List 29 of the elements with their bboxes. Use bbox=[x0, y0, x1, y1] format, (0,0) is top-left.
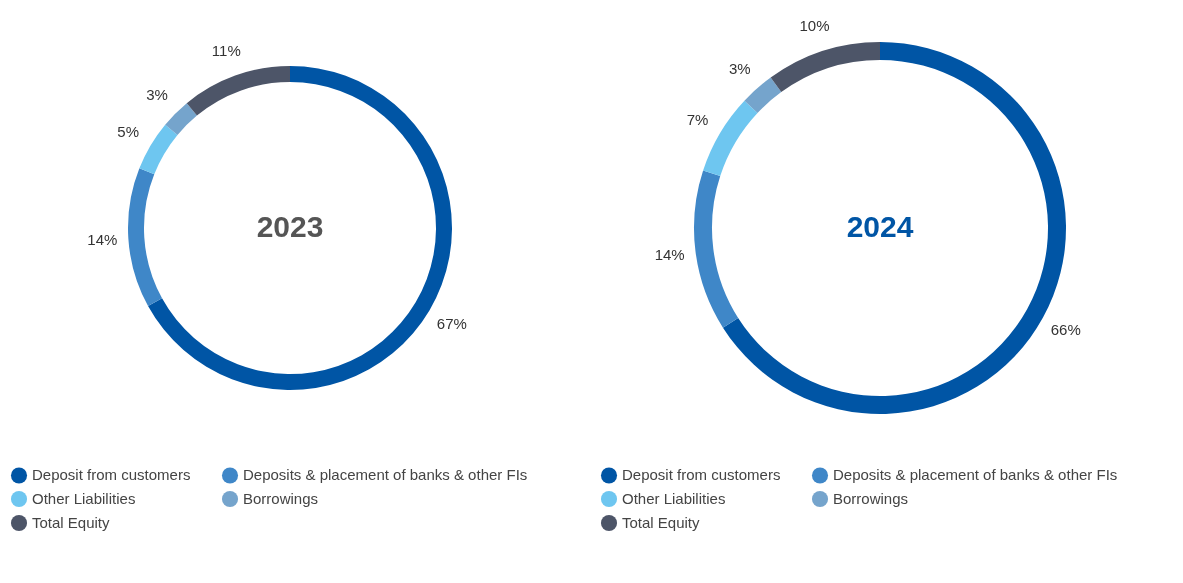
legend-label: Other Liabilities bbox=[622, 490, 726, 507]
legend-label: Deposits & placement of banks & other FIs bbox=[833, 466, 1118, 484]
data-label: 5% bbox=[117, 123, 140, 141]
data-label: 7% bbox=[686, 111, 709, 129]
donut-slice bbox=[186, 66, 290, 116]
data-label: 67% bbox=[436, 314, 467, 332]
legend-label: Deposit from customers bbox=[32, 466, 191, 484]
legend-label: Total Equity bbox=[32, 514, 111, 531]
data-label: 14% bbox=[654, 245, 685, 263]
donut-slice bbox=[139, 124, 178, 175]
text: 2023 bbox=[256, 210, 324, 243]
legend-label: Deposit from customers bbox=[622, 466, 781, 484]
donut-slice bbox=[128, 168, 163, 307]
data-label: 14% bbox=[87, 230, 118, 248]
donut-slice bbox=[770, 42, 880, 93]
donut-slice bbox=[744, 77, 782, 113]
data-label: 10% bbox=[799, 17, 830, 35]
text: 2024 bbox=[846, 210, 914, 243]
legend-label: Other Liabilities bbox=[32, 490, 136, 507]
data-label: 3% bbox=[728, 59, 751, 77]
legend-label: Borrowings bbox=[833, 490, 909, 507]
legend-label: Total Equity bbox=[622, 514, 701, 531]
data-label: 3% bbox=[146, 86, 168, 104]
donut-slice bbox=[694, 170, 739, 328]
legend-label: Deposits & placement of banks & other FIs bbox=[243, 466, 528, 484]
donut-slice bbox=[165, 103, 197, 135]
legend-label: Borrowings bbox=[243, 490, 319, 507]
data-label: 66% bbox=[1050, 321, 1081, 339]
data-label: 11% bbox=[211, 42, 241, 60]
